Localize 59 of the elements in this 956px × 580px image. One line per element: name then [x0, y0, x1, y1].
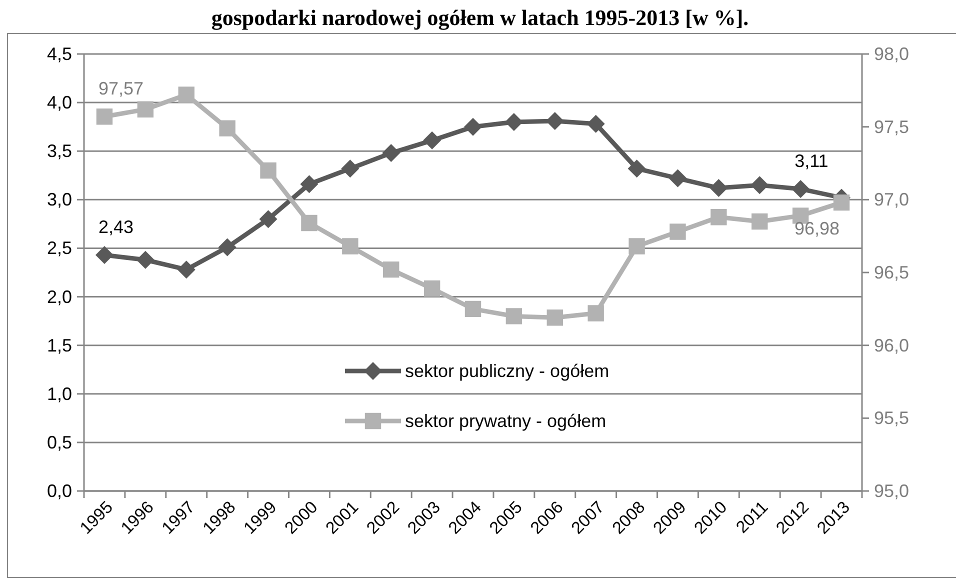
y-tick-label: 1,0 — [46, 384, 72, 404]
point — [137, 101, 154, 118]
y2-tick-label: 97,0 — [874, 190, 910, 210]
y2-tick-label: 95,5 — [874, 408, 910, 428]
point — [382, 144, 400, 162]
point — [628, 160, 646, 178]
point — [259, 210, 278, 228]
data-label: 97,57 — [98, 78, 144, 99]
data-label: 2,43 — [98, 217, 134, 238]
point — [301, 214, 318, 232]
point — [136, 250, 154, 269]
point — [95, 246, 114, 264]
point — [504, 112, 523, 131]
point — [423, 131, 442, 150]
y-tick-label: 3,5 — [46, 141, 72, 162]
data-label: 96,98 — [794, 218, 840, 239]
point — [710, 179, 728, 198]
y2-tick-label: 96,5 — [874, 262, 910, 282]
y-tick-label: 4,5 — [46, 44, 72, 64]
point — [464, 118, 482, 136]
point — [341, 160, 360, 178]
y-tick-label: 0,0 — [46, 481, 72, 501]
point — [546, 310, 563, 326]
y-tick-label: 2,5 — [46, 238, 72, 258]
chart-title: gospodarki narodowej ogółem w latach 1995-2013 [w %]. — [211, 5, 749, 30]
point — [628, 238, 645, 254]
point — [424, 280, 440, 297]
y-tick-label: 3,0 — [46, 190, 72, 210]
legend-label: sektor prywatny - ogółem — [405, 411, 606, 431]
point — [342, 238, 358, 254]
y2-tick-label: 98,0 — [874, 44, 910, 64]
point — [833, 194, 850, 211]
point — [96, 108, 113, 125]
point — [668, 169, 687, 188]
point — [792, 180, 810, 198]
point — [750, 176, 769, 194]
y-tick-label: 0,5 — [46, 432, 72, 452]
y2-tick-label: 95,0 — [874, 481, 910, 501]
y-tick-label: 2,0 — [46, 286, 72, 307]
point — [586, 114, 605, 133]
point — [752, 213, 768, 230]
point — [670, 224, 686, 240]
point — [260, 162, 276, 179]
point — [300, 175, 318, 194]
point — [218, 238, 236, 256]
point — [178, 86, 194, 103]
legend-label: sektor publiczny - ogółem — [405, 361, 610, 381]
y-tick-label: 1,5 — [46, 335, 72, 356]
point — [464, 300, 482, 318]
data-label: 3,11 — [794, 150, 828, 171]
point — [219, 120, 236, 136]
point — [710, 209, 727, 226]
y2-tick-label: 97,5 — [874, 116, 910, 137]
y2-tick-label: 96,0 — [874, 335, 910, 356]
point — [506, 308, 522, 324]
point — [588, 305, 604, 322]
y-tick-label: 4,0 — [46, 92, 72, 113]
point — [177, 260, 196, 279]
point — [383, 261, 400, 278]
